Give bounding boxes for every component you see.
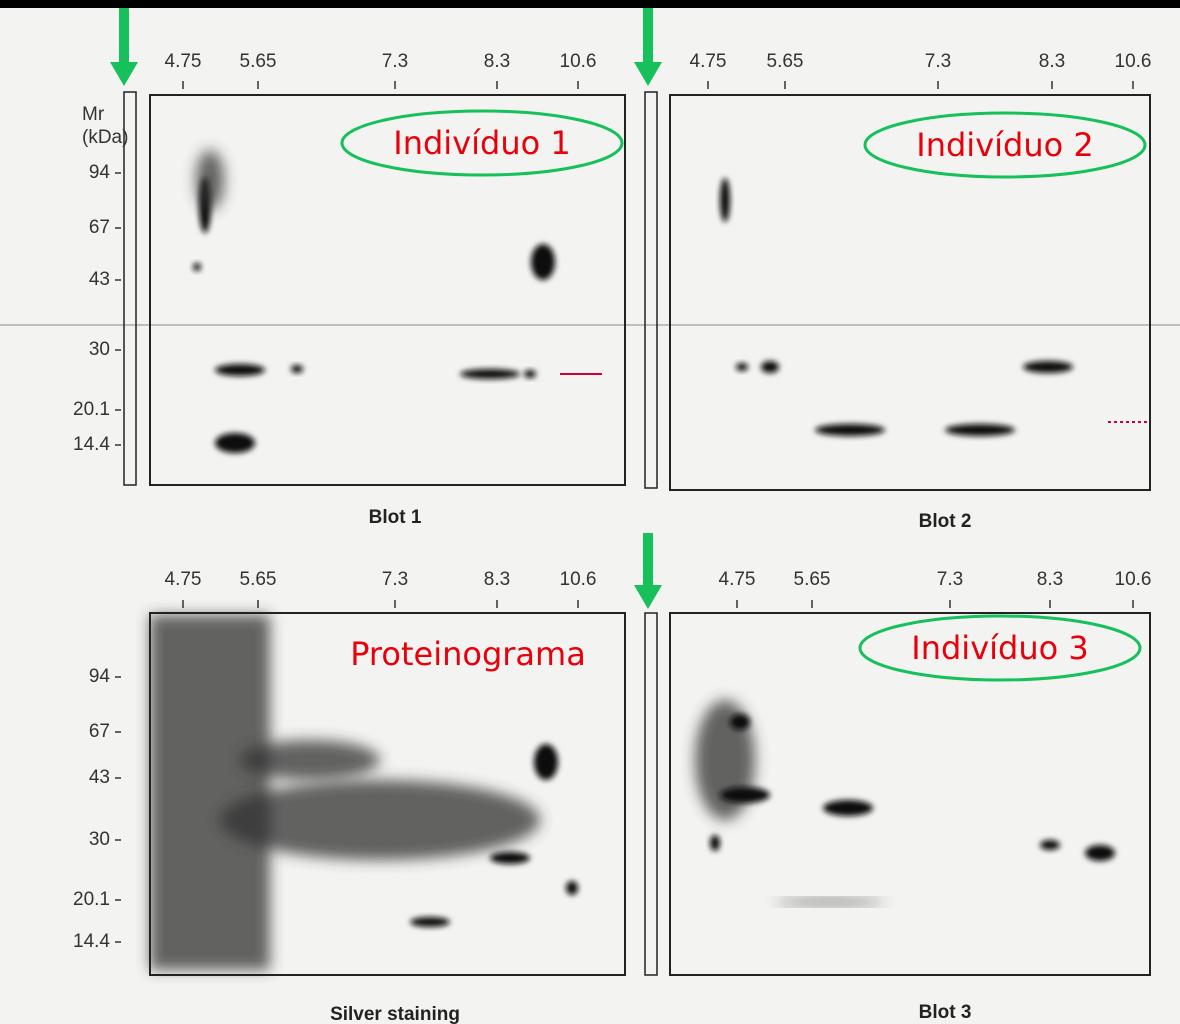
mr-label: 20.1 <box>73 889 110 910</box>
blot-caption: Silver staining <box>330 1004 460 1024</box>
ph-label: 10.6 <box>560 51 597 72</box>
ph-label: 4.75 <box>165 51 202 72</box>
mr-label: 94 <box>89 666 111 687</box>
ph-label: 8.3 <box>484 51 510 72</box>
ph-label: 5.65 <box>794 569 831 590</box>
mr-label: 20.1 <box>73 399 110 420</box>
ph-label: 7.3 <box>925 51 951 72</box>
ph-label: 8.3 <box>1037 569 1063 590</box>
ph-label: 7.3 <box>937 569 963 590</box>
mr-label: 67 <box>89 721 110 742</box>
ph-label: 7.3 <box>382 51 408 72</box>
mr-label: 67 <box>89 217 110 238</box>
figure: 4.75 5.65 7.3 8.3 10.6 94 67 43 30 20.1 14.4 Blot 1… <box>0 0 1180 1024</box>
ph-label: 4.75 <box>719 569 756 590</box>
blot-caption: Blot 2 <box>919 511 972 532</box>
ph-label: 4.75 <box>690 51 727 72</box>
ph-label: 10.6 <box>1115 51 1152 72</box>
ph-label: 10.6 <box>1115 569 1152 590</box>
mr-label: 94 <box>89 162 111 183</box>
y-axis-title: Mr <box>82 104 105 125</box>
mr-label: 14.4 <box>73 434 110 455</box>
mr-label: 14.4 <box>73 931 110 952</box>
ph-label: 4.75 <box>165 569 202 590</box>
ph-label: 10.6 <box>560 569 597 590</box>
mr-label: 43 <box>89 767 110 788</box>
mr-label: 43 <box>89 269 110 290</box>
annotation: Indivíduo 1 <box>393 124 570 162</box>
ph-label: 5.65 <box>240 51 277 72</box>
mr-label: 30 <box>89 829 110 850</box>
mr-label: 30 <box>89 339 110 360</box>
ph-label: 5.65 <box>240 569 277 590</box>
blot-caption: Blot 3 <box>919 1002 972 1023</box>
blot-caption: Blot 1 <box>369 507 422 528</box>
ph-label: 7.3 <box>382 569 408 590</box>
annotation: Proteinograma <box>350 635 586 673</box>
annotation: Indivíduo 2 <box>916 126 1093 164</box>
ph-label: 8.3 <box>1039 51 1065 72</box>
ph-label: 5.65 <box>767 51 804 72</box>
ph-label: 8.3 <box>484 569 510 590</box>
y-axis-title: (kDa) <box>82 127 128 148</box>
annotation: Indivíduo 3 <box>911 629 1088 667</box>
